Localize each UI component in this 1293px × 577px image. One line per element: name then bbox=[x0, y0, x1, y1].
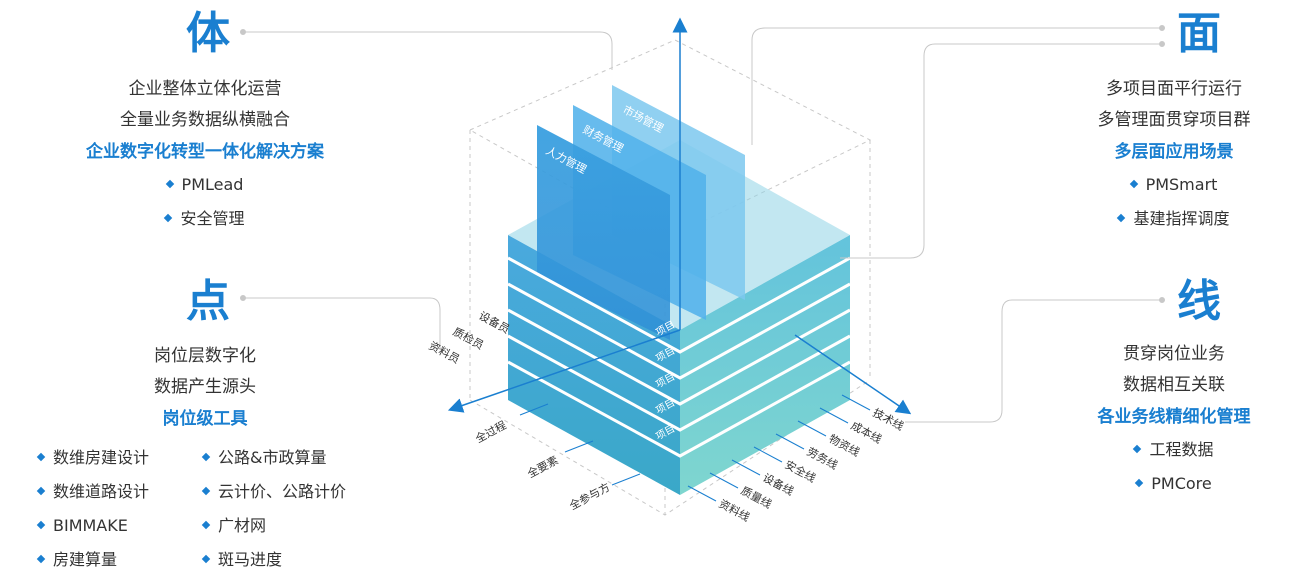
dian-bullet: 斑马进度 bbox=[201, 543, 282, 577]
ti-highlight: 企业数字化转型一体化解决方案 bbox=[86, 142, 324, 162]
dian-bullet: BIMMAKE bbox=[36, 509, 128, 543]
ti-block: 企业整体立体化运营 全量业务数据纵横融合 企业数字化转型一体化解决方案 PMLe… bbox=[40, 74, 370, 236]
left-axis-label: 全参与方 bbox=[567, 480, 612, 513]
ti-line-1: 企业整体立体化运营 bbox=[128, 79, 282, 99]
ti-line-2: 全量业务数据纵横融合 bbox=[120, 110, 290, 130]
diamond-bullet-icon bbox=[165, 179, 174, 188]
mian-title: 面 bbox=[1177, 8, 1221, 59]
right-axis-label: 资料线 bbox=[717, 496, 753, 524]
mian-bullet-2: 基建指挥调度 bbox=[1055, 202, 1293, 236]
ti-title: 体 bbox=[186, 8, 230, 59]
left-axis-label: 全要素 bbox=[525, 453, 561, 481]
diamond-bullet-icon bbox=[36, 486, 46, 495]
right-axis-label: 物资线 bbox=[827, 431, 863, 459]
diamond-bullet-icon bbox=[1117, 213, 1126, 222]
diamond-bullet-icon bbox=[36, 554, 46, 563]
dian-bullet: 房建算量 bbox=[36, 543, 117, 577]
dian-title: 点 bbox=[186, 276, 230, 327]
role-label: 资料员 bbox=[427, 338, 463, 366]
xian-line-2: 数据相互关联 bbox=[1123, 375, 1225, 395]
diamond-bullet-icon bbox=[201, 554, 211, 563]
dian-bullets: 数维房建设计 公路&市政算量 数维道路设计 云计价、公路计价 BIMMAKE 广… bbox=[36, 441, 398, 571]
mian-highlight: 多层面应用场景 bbox=[1114, 142, 1234, 162]
layer-lines bbox=[507, 256, 851, 458]
diamond-bullet-icon bbox=[164, 213, 173, 222]
diamond-bullet-icon bbox=[1135, 478, 1144, 487]
dian-bullet: 云计价、公路计价 bbox=[201, 475, 346, 509]
right-axis-label: 设备线 bbox=[761, 470, 797, 498]
xian-block: 贯穿岗位业务 数据相互关联 各业务线精细化管理 工程数据 PMCore bbox=[1055, 339, 1293, 501]
mian-line-1: 多项目面平行运行 bbox=[1106, 79, 1242, 99]
right-axis-label: 劳务线 bbox=[805, 444, 841, 472]
xian-bullet-2: PMCore bbox=[1055, 467, 1293, 501]
mian-bullet-1: PMSmart bbox=[1055, 168, 1293, 202]
xian-title: 线 bbox=[1177, 276, 1221, 327]
xian-highlight: 各业务线精细化管理 bbox=[1097, 407, 1251, 427]
diamond-bullet-icon bbox=[1129, 179, 1138, 188]
right-axis bbox=[794, 334, 912, 415]
dian-bullet: 公路&市政算量 bbox=[201, 441, 326, 475]
xian-line-1: 贯穿岗位业务 bbox=[1123, 344, 1225, 364]
dian-line-2: 数据产生源头 bbox=[154, 377, 256, 397]
dian-line-1: 岗位层数字化 bbox=[154, 346, 256, 366]
left-axis bbox=[447, 329, 681, 413]
right-axis-label: 安全线 bbox=[783, 457, 819, 485]
left-axis-label: 全过程 bbox=[473, 418, 509, 446]
mian-block: 多项目面平行运行 多管理面贯穿项目群 多层面应用场景 PMSmart 基建指挥调… bbox=[1055, 74, 1293, 236]
diamond-bullet-icon bbox=[36, 520, 46, 529]
dian-bullet: 数维道路设计 bbox=[36, 475, 149, 509]
cube-right-face bbox=[680, 235, 850, 495]
diamond-bullet-icon bbox=[36, 452, 46, 461]
right-axis-label: 技术线 bbox=[871, 405, 907, 433]
right-axis-label: 质量线 bbox=[739, 483, 775, 511]
ti-bullet-1: PMLead bbox=[40, 168, 370, 202]
dian-highlight: 岗位级工具 bbox=[162, 409, 248, 429]
plane-hr bbox=[537, 125, 670, 340]
right-axis-label: 成本线 bbox=[849, 418, 885, 446]
diamond-bullet-icon bbox=[1133, 444, 1142, 453]
dian-bullet: 数维房建设计 bbox=[36, 441, 149, 475]
dian-bullet: 广材网 bbox=[201, 509, 266, 543]
cube-left-face bbox=[508, 235, 680, 495]
role-label: 质检员 bbox=[451, 324, 487, 352]
xian-bullet-1: 工程数据 bbox=[1055, 433, 1293, 467]
ti-bullet-2: 安全管理 bbox=[40, 202, 370, 236]
mian-line-2: 多管理面贯穿项目群 bbox=[1097, 110, 1251, 130]
diamond-bullet-icon bbox=[201, 486, 211, 495]
dian-block: 岗位层数字化 数据产生源头 岗位级工具 bbox=[40, 341, 370, 435]
role-label: 设备员 bbox=[477, 308, 513, 336]
diamond-bullet-icon bbox=[201, 520, 211, 529]
diamond-bullet-icon bbox=[201, 452, 211, 461]
leader-lines bbox=[240, 25, 1165, 423]
